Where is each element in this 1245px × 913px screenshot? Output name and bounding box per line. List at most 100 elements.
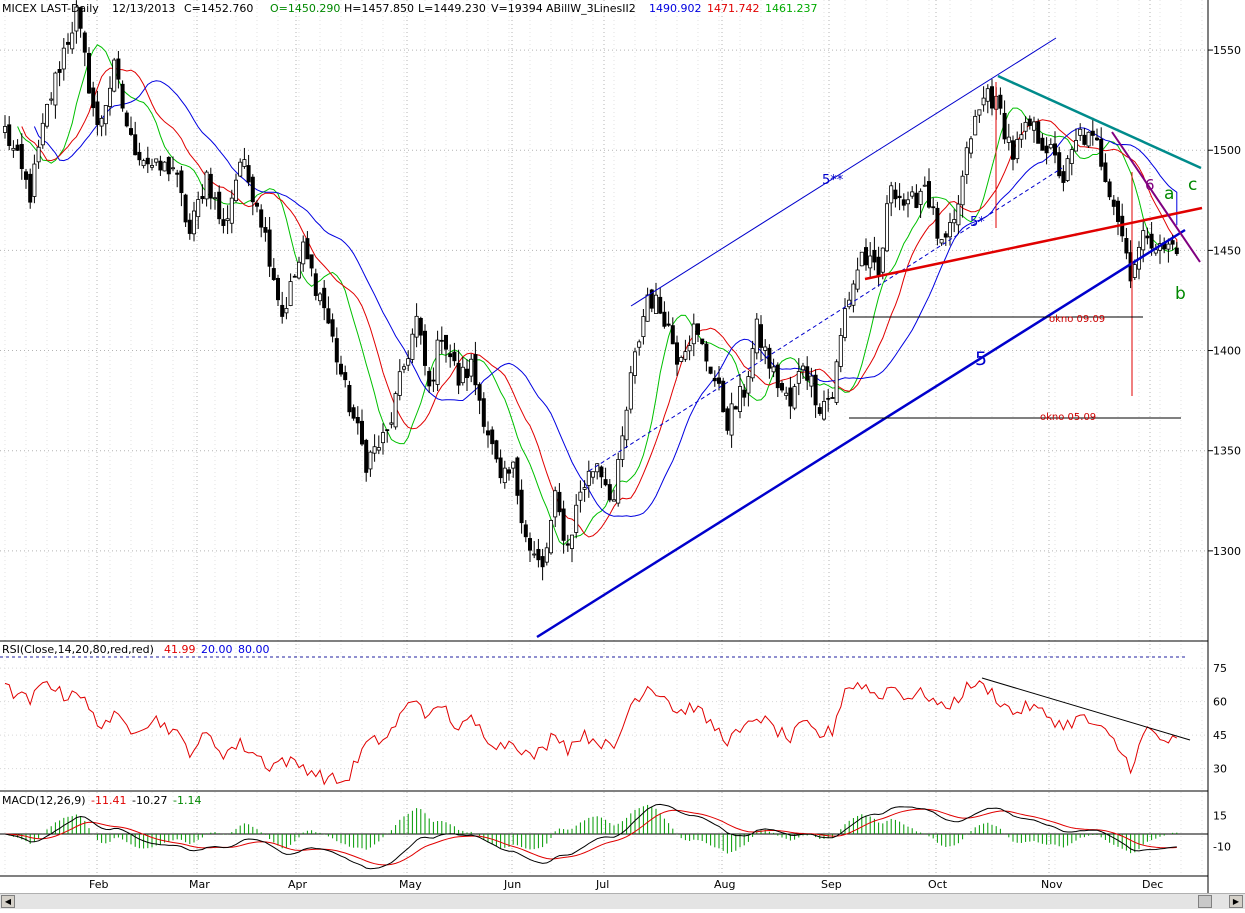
candle-body: [1174, 247, 1179, 255]
candle-body: [822, 401, 827, 420]
candle-body: [691, 323, 696, 345]
month-label: Apr: [288, 878, 308, 891]
candle-body: [927, 181, 932, 208]
rsi-tick-label: 60: [1213, 696, 1227, 709]
candle-body: [889, 185, 894, 204]
candle-body: [1011, 140, 1016, 160]
candle-body: [796, 371, 801, 384]
candle-body: [767, 347, 772, 369]
candle-body: [704, 343, 709, 362]
candle-body: [990, 86, 995, 109]
candle-body: [271, 268, 276, 280]
channel-mid-blue[interactable]: [588, 167, 1063, 472]
candle-body: [570, 534, 575, 549]
candle-body: [66, 41, 71, 45]
candle-body: [523, 524, 528, 538]
candle-body: [120, 83, 125, 109]
candle-body: [616, 459, 621, 504]
candle-body: [662, 311, 667, 327]
candle-body: [179, 170, 184, 194]
candle-body: [1124, 238, 1129, 254]
scroll-left-arrow-icon[interactable]: ◀: [1, 895, 15, 908]
candle-body: [422, 330, 427, 366]
macd-header: MACD(12,26,9) -11.41 -10.27 -1.14: [2, 794, 201, 807]
candle-body: [99, 117, 104, 127]
candle-body: [254, 202, 259, 207]
candle-body: [389, 422, 394, 425]
candle-body: [32, 163, 37, 197]
price-tick-label: 1400: [1213, 345, 1241, 358]
candle-body: [998, 94, 1003, 109]
candle-body: [410, 333, 415, 360]
candle-body: [906, 199, 911, 205]
candle-body: [687, 345, 692, 352]
candle-body: [1078, 128, 1083, 136]
candle-body: [473, 354, 478, 386]
candle-body: [922, 184, 927, 187]
candle-body: [775, 364, 780, 389]
scroll-right-arrow-icon[interactable]: ▶: [1229, 895, 1243, 908]
candle-body: [1111, 199, 1116, 207]
label-wave-a: a: [1164, 184, 1174, 204]
candle-body: [1107, 181, 1112, 198]
candle-body: [313, 273, 318, 296]
trendline-support-blue[interactable]: [536, 228, 1186, 639]
candle-body: [91, 87, 96, 109]
candle-body: [717, 377, 722, 384]
label-wave-c: c: [1188, 175, 1197, 195]
candle-body: [305, 238, 310, 260]
candle-body: [809, 375, 814, 387]
candle-body: [532, 553, 537, 556]
candle-body: [897, 195, 902, 199]
scroll-thumb[interactable]: [1198, 895, 1212, 908]
candle-body: [364, 439, 369, 473]
candle-body: [641, 316, 646, 338]
candle-body: [658, 296, 663, 314]
candle-body: [145, 157, 150, 165]
candle-body: [1132, 264, 1137, 278]
label-wave-5: 5: [975, 348, 987, 370]
candle-body: [259, 209, 264, 228]
candle-body: [1023, 121, 1028, 132]
trendline-teal[interactable]: [997, 74, 1202, 170]
low-label: L=1449.230: [418, 2, 486, 15]
candle-body: [376, 447, 381, 451]
rsi-trendline[interactable]: [981, 677, 1191, 741]
candle-body: [128, 128, 133, 135]
horizontal-scrollbar[interactable]: ◀ ▶: [0, 893, 1245, 909]
month-label: Dec: [1142, 878, 1163, 891]
macd-signal-line: [4, 808, 1177, 866]
candle-body: [1065, 158, 1070, 181]
candle-body: [343, 372, 348, 381]
candle-body: [137, 151, 142, 161]
candle-body: [893, 189, 898, 200]
candle-body: [603, 479, 608, 486]
macd-plot: [4, 803, 1178, 870]
macd-line: [4, 803, 1177, 870]
candle-body: [700, 338, 705, 345]
rsi-lower-band: 20.00: [201, 643, 233, 656]
candle-body: [910, 191, 915, 197]
label-wave-b: b: [1175, 284, 1186, 304]
candle-body: [649, 289, 654, 309]
macd-tick-label: -10: [1213, 840, 1231, 853]
candle-body: [469, 358, 474, 377]
candle-body: [985, 88, 990, 102]
candle-body: [170, 167, 175, 170]
candle-body: [498, 457, 503, 479]
candle-body: [397, 371, 402, 396]
candle-body: [780, 383, 785, 391]
channel-upper-blue[interactable]: [630, 37, 1057, 307]
candle-body: [1053, 143, 1058, 156]
trendline-red[interactable]: [864, 206, 1203, 281]
trendline-purple[interactable]: [1111, 131, 1201, 263]
candle-body: [956, 203, 961, 226]
red-line-value: 1471.742: [707, 2, 760, 15]
candle-body: [746, 376, 751, 394]
month-label: Jul: [595, 878, 609, 891]
candle-body: [549, 520, 554, 554]
candle-body: [939, 239, 944, 244]
date-label: 12/13/2013: [112, 2, 175, 15]
candle-body: [200, 196, 205, 200]
candle-body: [19, 144, 24, 170]
